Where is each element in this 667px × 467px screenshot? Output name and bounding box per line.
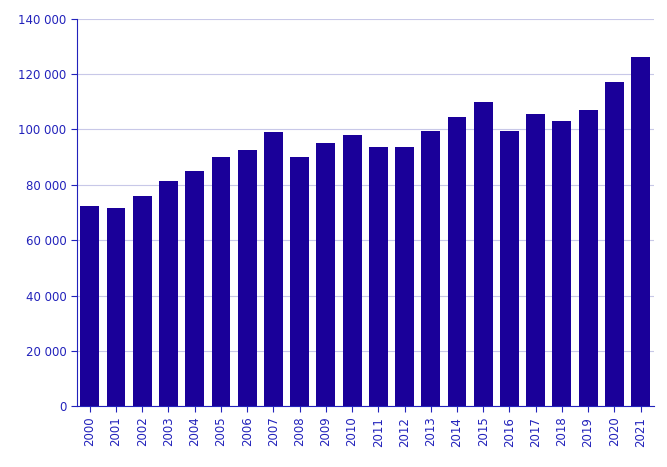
Bar xyxy=(133,196,151,406)
Bar xyxy=(185,171,204,406)
Bar xyxy=(552,121,572,406)
Bar xyxy=(422,131,440,406)
Bar xyxy=(526,114,545,406)
Bar xyxy=(237,150,257,406)
Bar xyxy=(579,110,598,406)
Bar xyxy=(316,143,336,406)
Bar xyxy=(159,181,178,406)
Bar xyxy=(107,208,125,406)
Bar xyxy=(605,82,624,406)
Bar xyxy=(81,205,99,406)
Bar xyxy=(500,131,519,406)
Bar xyxy=(474,102,493,406)
Bar xyxy=(631,57,650,406)
Bar xyxy=(395,148,414,406)
Bar xyxy=(448,117,466,406)
Bar xyxy=(290,157,309,406)
Bar xyxy=(369,148,388,406)
Bar xyxy=(343,135,362,406)
Bar xyxy=(264,132,283,406)
Bar xyxy=(211,157,230,406)
